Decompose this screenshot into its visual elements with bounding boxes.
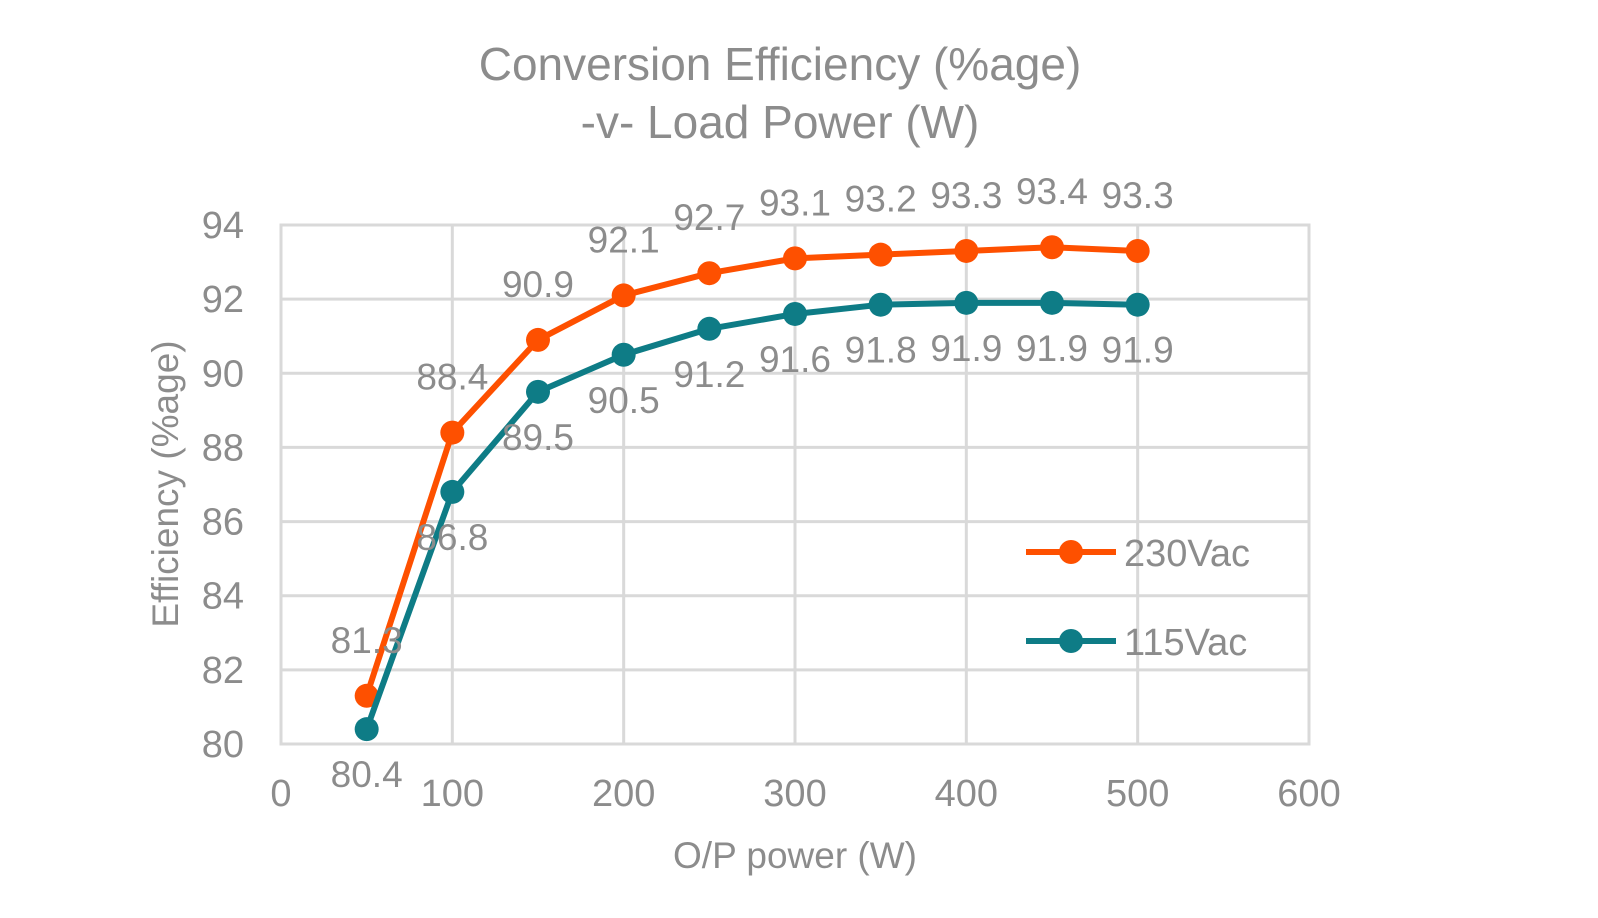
x-tick-label: 400 xyxy=(935,773,998,815)
legend: 230Vac 115Vac xyxy=(1026,533,1250,664)
y-tick-label: 92 xyxy=(202,279,244,321)
data-point-115Vac xyxy=(954,290,979,315)
data-point-230Vac xyxy=(954,238,979,263)
series-line-230Vac xyxy=(363,244,1138,697)
data-point-115Vac xyxy=(1040,290,1064,315)
data-point-230Vac xyxy=(1040,235,1064,260)
x-tick-label: 200 xyxy=(592,773,655,815)
series-line-115Vac xyxy=(363,299,1138,731)
x-tick-label: 300 xyxy=(763,773,826,815)
data-label-230Vac: 93.3 xyxy=(1102,175,1174,216)
x-axis-ticks: 0 100 200 300 400 500 600 xyxy=(270,773,1340,815)
y-tick-label: 90 xyxy=(202,353,244,395)
data-point-230Vac xyxy=(611,283,636,308)
legend-label-230Vac: 230Vac xyxy=(1124,533,1250,575)
series-230Vac xyxy=(354,235,1150,708)
legend-item-230Vac: 230Vac xyxy=(1026,533,1250,575)
data-point-115Vac xyxy=(783,301,807,326)
data-point-230Vac xyxy=(440,420,465,445)
x-tick-label: 0 xyxy=(270,773,291,815)
data-label-115Vac: 91.9 xyxy=(930,328,1002,369)
series-115Vac xyxy=(354,290,1150,742)
data-point-230Vac xyxy=(354,683,379,708)
data-label-115Vac: 89.5 xyxy=(502,417,574,458)
data-labels: 81.3 88.4 90.9 92.1 92.7 93.1 93.2 93.3 93.4 93.3… xyxy=(331,171,1174,795)
data-point-115Vac xyxy=(526,379,550,404)
data-point-230Vac xyxy=(697,261,722,286)
data-label-115Vac: 91.9 xyxy=(1102,330,1174,371)
y-tick-label: 86 xyxy=(202,502,244,544)
x-tick-label: 500 xyxy=(1106,773,1169,815)
data-label-115Vac: 91.8 xyxy=(845,330,917,371)
data-label-230Vac: 93.3 xyxy=(930,175,1002,216)
chart-title-line-2: -v- Load Power (W) xyxy=(581,96,980,148)
data-point-230Vac xyxy=(1125,238,1150,263)
data-label-230Vac: 92.7 xyxy=(673,197,745,238)
y-tick-label: 80 xyxy=(202,724,244,766)
legend-item-115Vac: 115Vac xyxy=(1026,622,1247,664)
data-point-230Vac xyxy=(783,246,807,271)
data-label-115Vac: 91.6 xyxy=(759,339,831,380)
data-label-115Vac: 90.5 xyxy=(588,380,660,421)
data-label-115Vac: 91.9 xyxy=(1016,328,1088,369)
data-point-115Vac xyxy=(611,342,636,367)
y-tick-label: 88 xyxy=(202,427,244,469)
data-label-115Vac: 86.8 xyxy=(416,517,488,558)
data-label-230Vac: 92.1 xyxy=(588,219,660,260)
legend-label-115Vac: 115Vac xyxy=(1124,622,1247,664)
data-label-230Vac: 90.9 xyxy=(502,264,574,305)
y-tick-label: 94 xyxy=(202,205,244,247)
y-tick-label: 84 xyxy=(202,576,244,618)
data-point-115Vac xyxy=(354,717,379,742)
y-axis-label: Efficiency (%age) xyxy=(145,340,186,627)
data-point-115Vac xyxy=(1125,292,1150,317)
data-label-230Vac: 81.3 xyxy=(331,620,403,661)
y-tick-label: 82 xyxy=(202,650,244,692)
x-tick-label: 100 xyxy=(421,773,484,815)
data-label-230Vac: 93.1 xyxy=(759,182,831,223)
data-label-115Vac: 91.2 xyxy=(673,354,745,395)
data-point-115Vac xyxy=(440,479,465,504)
series xyxy=(354,235,1150,742)
data-point-115Vac xyxy=(868,292,893,317)
data-label-230Vac: 93.4 xyxy=(1016,171,1088,212)
data-label-230Vac: 88.4 xyxy=(416,357,488,398)
x-axis-label: O/P power (W) xyxy=(673,835,917,876)
y-axis-ticks: 80 82 84 86 88 90 92 94 xyxy=(202,205,244,766)
legend-marker-230Vac xyxy=(1059,540,1083,564)
x-tick-label: 600 xyxy=(1277,773,1340,815)
data-label-230Vac: 93.2 xyxy=(845,179,917,220)
data-point-230Vac xyxy=(868,242,893,267)
chart-title-line-1: Conversion Efficiency (%age) xyxy=(479,38,1082,90)
legend-marker-115Vac xyxy=(1059,629,1083,653)
data-label-115Vac: 80.4 xyxy=(331,754,403,795)
data-point-230Vac xyxy=(526,327,550,352)
data-point-115Vac xyxy=(697,316,722,341)
